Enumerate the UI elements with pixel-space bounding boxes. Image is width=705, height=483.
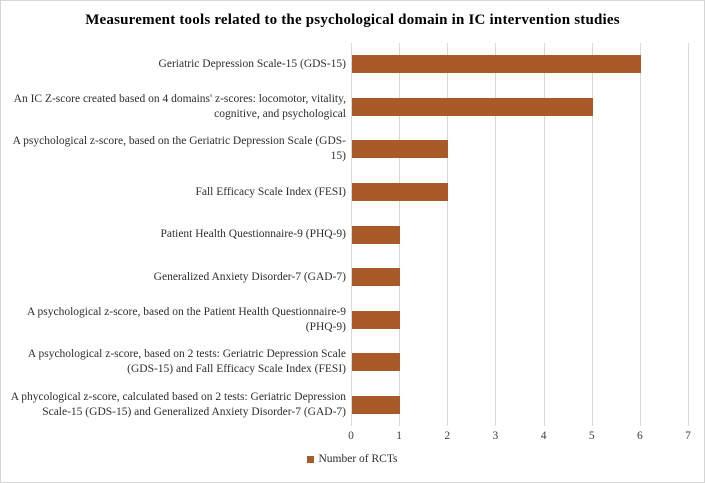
x-tick-label: 4	[540, 430, 547, 442]
x-tick-label: 1	[396, 430, 402, 442]
category-label: Generalized Anxiety Disorder-7 (GAD-7)	[153, 270, 346, 283]
bar	[352, 268, 401, 287]
bar	[352, 182, 449, 201]
category-label: Fall Efficacy Scale Index (FESI)	[195, 185, 346, 198]
category-label: An IC Z-score created based on 4 domains…	[13, 92, 346, 120]
gridline	[688, 43, 689, 426]
gridline	[543, 43, 545, 426]
category-label: A psychological z-score, based on the Ge…	[12, 135, 346, 163]
bar	[352, 353, 401, 372]
x-tick-label: 6	[637, 430, 643, 442]
legend: Number of RCTs	[1, 453, 704, 465]
bar	[352, 55, 641, 74]
x-tick-label: 5	[588, 430, 595, 442]
gridline	[351, 43, 352, 426]
bar	[352, 140, 449, 159]
legend-marker-icon	[307, 455, 315, 463]
gridline	[447, 43, 449, 426]
chart-title: Measurement tools related to the psychol…	[85, 12, 620, 28]
bar	[352, 310, 401, 329]
gridline	[591, 43, 593, 426]
x-tick-label: 3	[492, 430, 499, 442]
gridline	[639, 43, 641, 426]
gridline	[495, 43, 497, 426]
x-tick-label: 2	[444, 430, 451, 442]
bar	[352, 225, 401, 244]
bar	[352, 97, 593, 116]
category-label: Geriatric Depression Scale-15 (GDS-15)	[158, 57, 346, 70]
legend-label: Number of RCTs	[318, 453, 398, 465]
category-label: Patient Health Questionnaire-9 (PHQ-9)	[160, 228, 346, 241]
category-label: A psychological z-score, based on 2 test…	[27, 348, 346, 376]
category-label: A psychological z-score, based on the Pa…	[26, 305, 346, 333]
bar	[352, 395, 401, 414]
category-label: A phycological z-score, calculated based…	[10, 390, 346, 418]
x-tick-label: 0	[348, 430, 354, 442]
x-tick-label: 7	[685, 430, 691, 442]
